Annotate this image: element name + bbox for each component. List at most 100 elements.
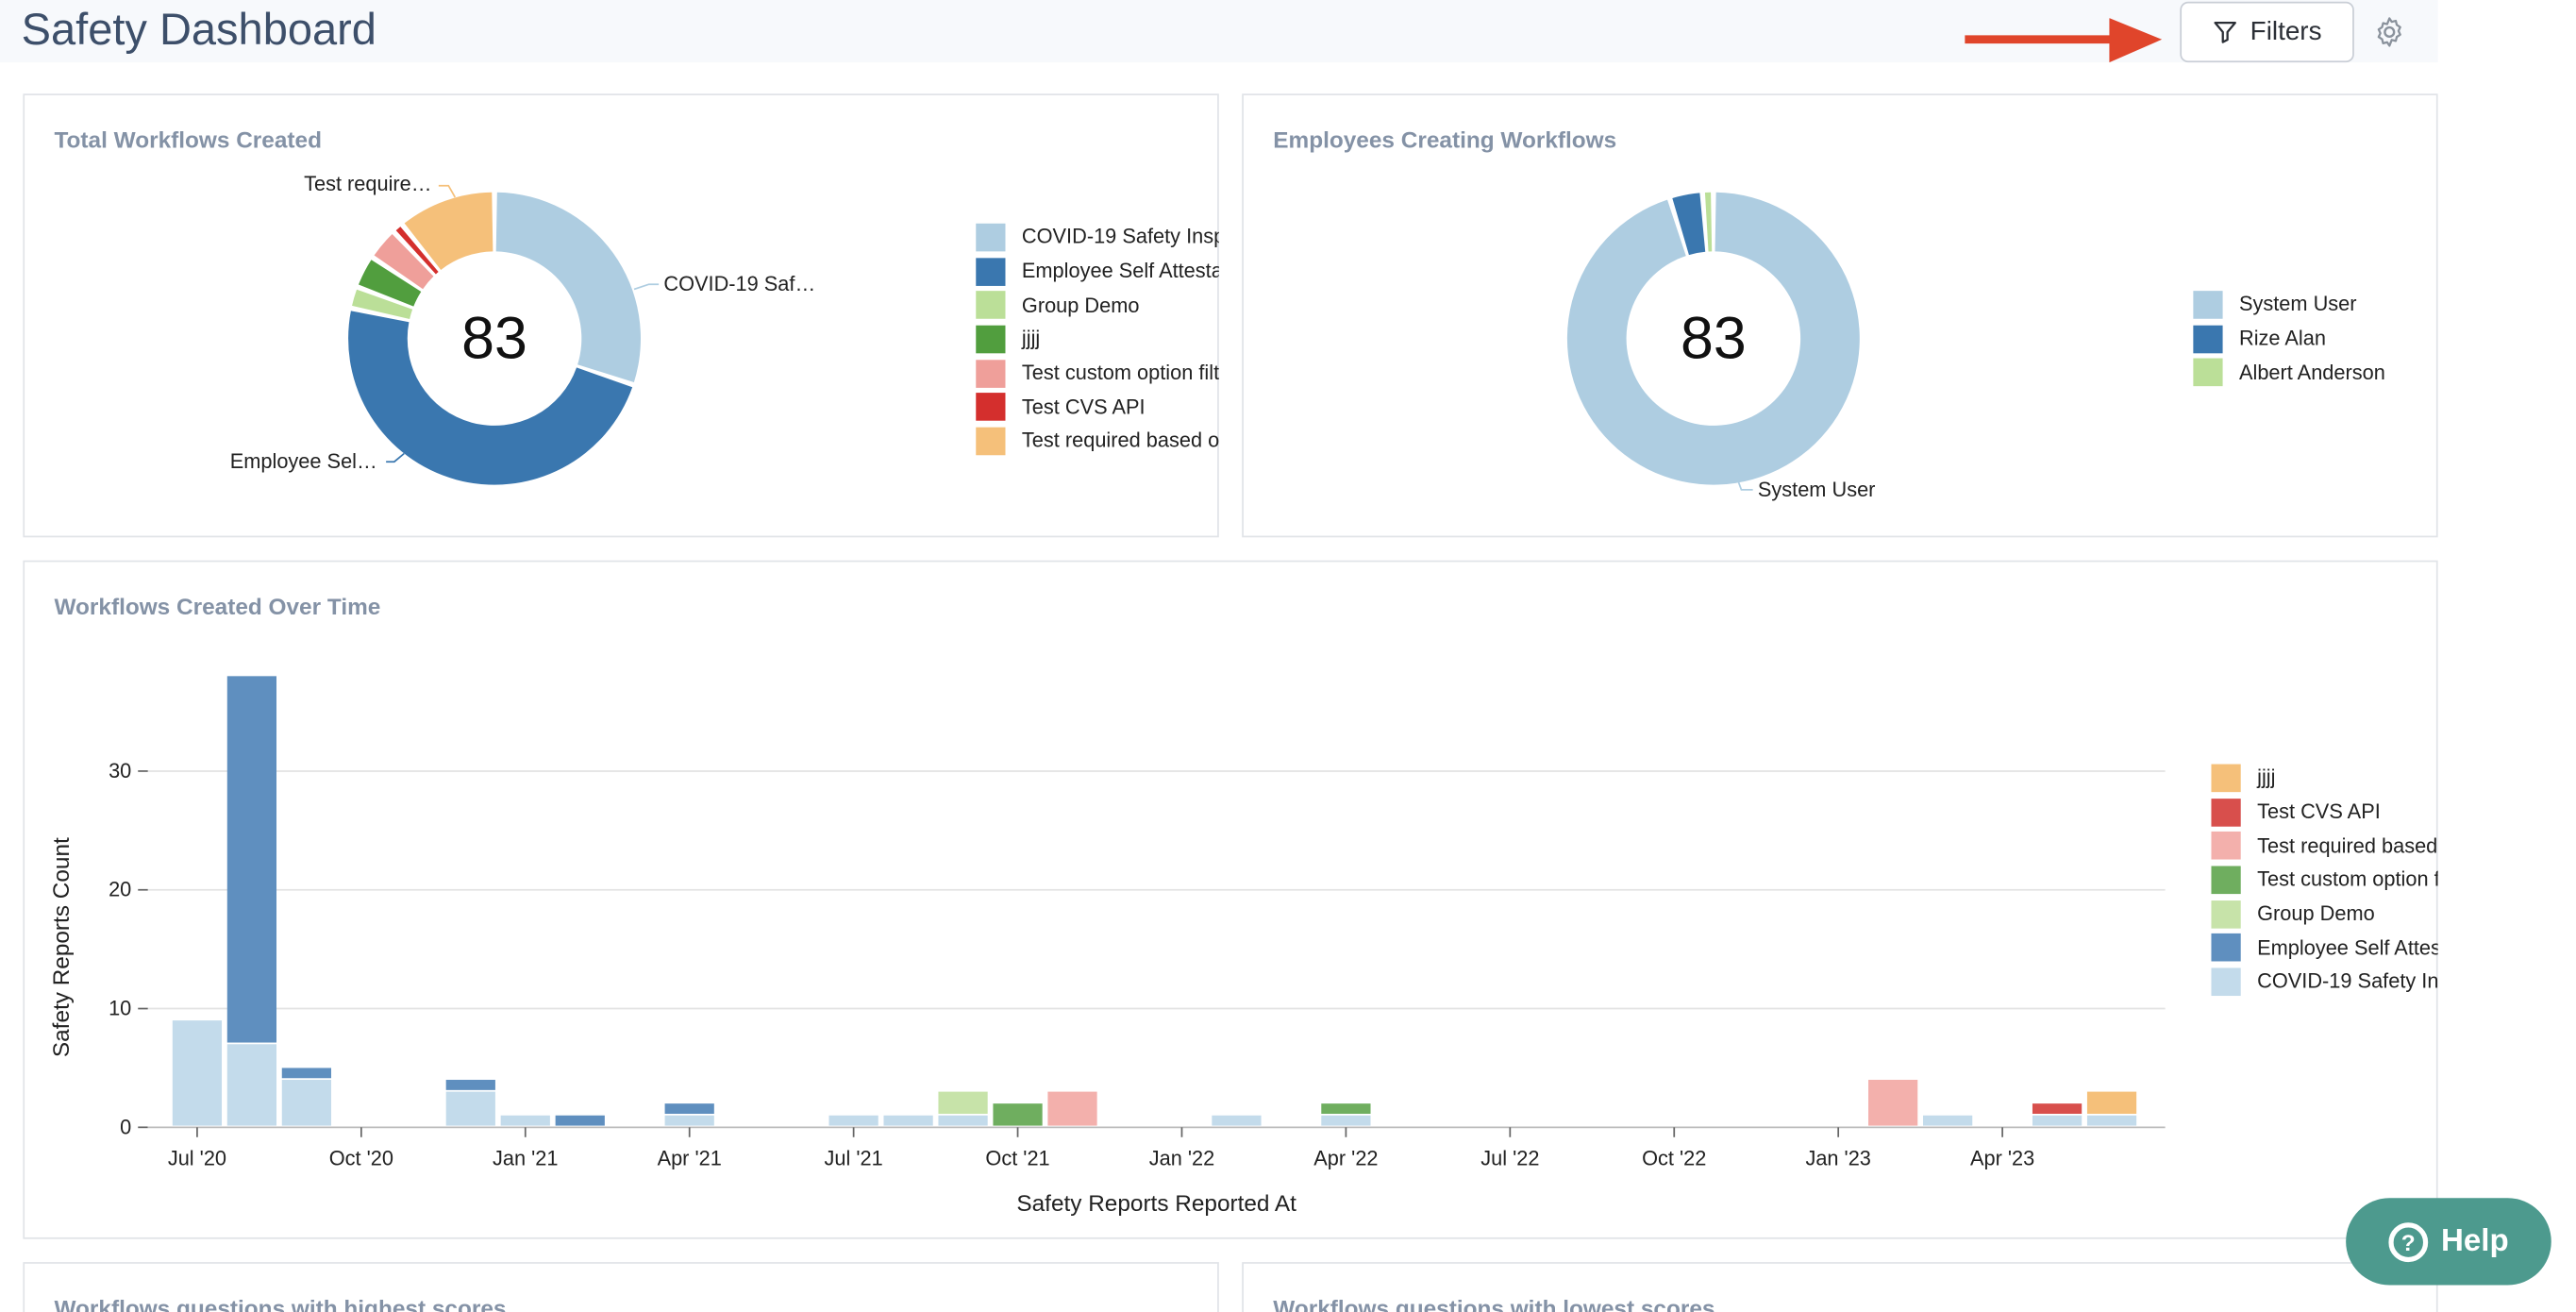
donut-slice[interactable]: [352, 289, 413, 319]
legend-item[interactable]: Group Demo: [976, 288, 1219, 322]
y-tick-label: 10: [109, 997, 131, 1020]
leader-line: [633, 283, 660, 291]
donut-slice[interactable]: [1566, 192, 1860, 485]
legend-label: Employee Self Attest: [2257, 935, 2438, 960]
legend-item[interactable]: Test required based o: [976, 424, 1219, 458]
legend-swatch: [2193, 290, 2223, 319]
bar-segment[interactable]: [2032, 1103, 2083, 1115]
legend-swatch: [976, 257, 1006, 286]
legend-item[interactable]: COVID-19 Safety Insp: [976, 220, 1219, 254]
legend-item[interactable]: Test custom option filt: [976, 356, 1219, 390]
legend-label: Group Demo: [2257, 901, 2375, 926]
leader-line: [1735, 476, 1753, 491]
bar-segment[interactable]: [281, 1068, 331, 1079]
bar-segment[interactable]: [1923, 1115, 1973, 1126]
bar-segment[interactable]: [281, 1080, 331, 1126]
donut-slice[interactable]: [1672, 193, 1706, 256]
y-tick-label: 0: [120, 1115, 131, 1138]
legend-item[interactable]: Employee Self Attest: [2211, 931, 2438, 965]
legend-label: jjjj: [2257, 765, 2276, 790]
x-tick-label: Apr '22: [1313, 1146, 1378, 1169]
legend-item[interactable]: Test custom option fi: [2211, 863, 2438, 897]
legend-swatch: [976, 393, 1006, 422]
x-tick-label: Jan '23: [1805, 1146, 1870, 1169]
bar-segment[interactable]: [938, 1091, 988, 1115]
x-axis-title: Safety Reports Reported At: [1016, 1191, 1296, 1217]
bar-segment[interactable]: [226, 676, 277, 1043]
legend-item[interactable]: Test required based o: [2211, 829, 2438, 863]
card-title: Workflows Created Over Time: [54, 593, 381, 620]
help-button[interactable]: ? Help: [2346, 1198, 2551, 1286]
annotation-arrow: [1965, 18, 2163, 63]
legend-item[interactable]: System User: [2193, 288, 2436, 322]
bar-segment[interactable]: [445, 1091, 495, 1126]
legend-swatch: [976, 427, 1006, 456]
legend-item[interactable]: COVID-19 Safety Ins: [2211, 965, 2438, 999]
donut-slice[interactable]: [395, 227, 439, 275]
donut-slice[interactable]: [374, 233, 434, 290]
bar-segment[interactable]: [2032, 1115, 2083, 1126]
legend-label: Test required based o: [2257, 833, 2438, 858]
legend-swatch: [976, 291, 1006, 320]
bar-segment[interactable]: [664, 1115, 714, 1126]
bar-segment[interactable]: [1047, 1091, 1097, 1126]
bar-segment[interactable]: [938, 1115, 988, 1126]
legend-label: COVID-19 Safety Ins: [2257, 970, 2438, 994]
legend-label: jjjj: [1021, 328, 1041, 351]
legend-item[interactable]: jjjj: [976, 322, 1219, 356]
bar-segment[interactable]: [1321, 1115, 1371, 1126]
bar-segment[interactable]: [1868, 1080, 1918, 1126]
x-tick-label: Oct '22: [1642, 1146, 1706, 1169]
leader-line: [438, 184, 457, 198]
legend-label: Albert Anderson: [2238, 361, 2385, 384]
x-tick-label: Jan '22: [1149, 1146, 1214, 1169]
x-tick-label: Jul '20: [168, 1146, 226, 1169]
slice-label-system-user: System User: [1757, 478, 1876, 502]
legend-swatch: [2211, 934, 2241, 962]
bar-segment[interactable]: [1212, 1115, 1262, 1126]
donut-slice[interactable]: [495, 192, 641, 382]
gear-icon[interactable]: [2372, 15, 2407, 50]
bar-segment[interactable]: [828, 1115, 878, 1126]
legend-label: Test CVS API: [1021, 395, 1146, 419]
employees-count: 83: [1680, 304, 1747, 372]
filters-button[interactable]: Filters: [2180, 1, 2354, 63]
legend-swatch: [2193, 358, 2223, 387]
bar-segment[interactable]: [883, 1115, 933, 1126]
over-time-legend: jjjj Test CVS API Test required based o Tes…: [2211, 761, 2438, 999]
legend-swatch: [976, 223, 1006, 252]
leader-line: [386, 452, 405, 463]
bar-segment[interactable]: [993, 1103, 1043, 1126]
lowest-scores-card: Workflows questions with lowest scores: [1242, 1262, 2438, 1312]
bar-segment[interactable]: [226, 1044, 277, 1126]
donut-slice[interactable]: [348, 311, 633, 485]
filters-label: Filters: [2250, 17, 2322, 45]
legend-swatch: [2211, 900, 2241, 928]
legend-item[interactable]: Employee Self Attesta: [976, 254, 1219, 288]
legend-item[interactable]: jjjj: [2211, 761, 2437, 795]
legend-item[interactable]: Test CVS API: [976, 390, 1219, 424]
x-tick-label: Oct '21: [985, 1146, 1049, 1169]
legend-item[interactable]: Rize Alan: [2193, 322, 2436, 356]
slice-label-test-required: Test require…: [304, 172, 432, 196]
bar-segment[interactable]: [2086, 1091, 2137, 1115]
legend-item[interactable]: Albert Anderson: [2193, 356, 2436, 390]
help-label: Help: [2440, 1223, 2509, 1258]
legend-label: Test custom option filt: [1021, 362, 1219, 385]
bar-segment[interactable]: [664, 1103, 714, 1115]
bar-segment[interactable]: [500, 1115, 550, 1126]
bar-segment[interactable]: [445, 1080, 495, 1090]
bar-segment[interactable]: [555, 1115, 605, 1126]
legend-item[interactable]: Test CVS API: [2211, 795, 2437, 829]
bar-segment[interactable]: [2086, 1115, 2137, 1126]
donut-slice[interactable]: [404, 192, 493, 270]
donut-slice[interactable]: [1704, 192, 1713, 252]
total-workflows-donut: [348, 184, 660, 485]
legend-item[interactable]: Group Demo: [2211, 897, 2437, 931]
y-axis-title: Safety Reports Count: [49, 837, 75, 1057]
employees-card: Employees Creating Workflows 83 System U…: [1242, 93, 2438, 538]
bar-segment[interactable]: [172, 1020, 223, 1126]
bar-segment[interactable]: [1321, 1103, 1371, 1115]
legend-label: Test required based o: [1021, 429, 1219, 453]
donut-slice[interactable]: [359, 260, 422, 307]
